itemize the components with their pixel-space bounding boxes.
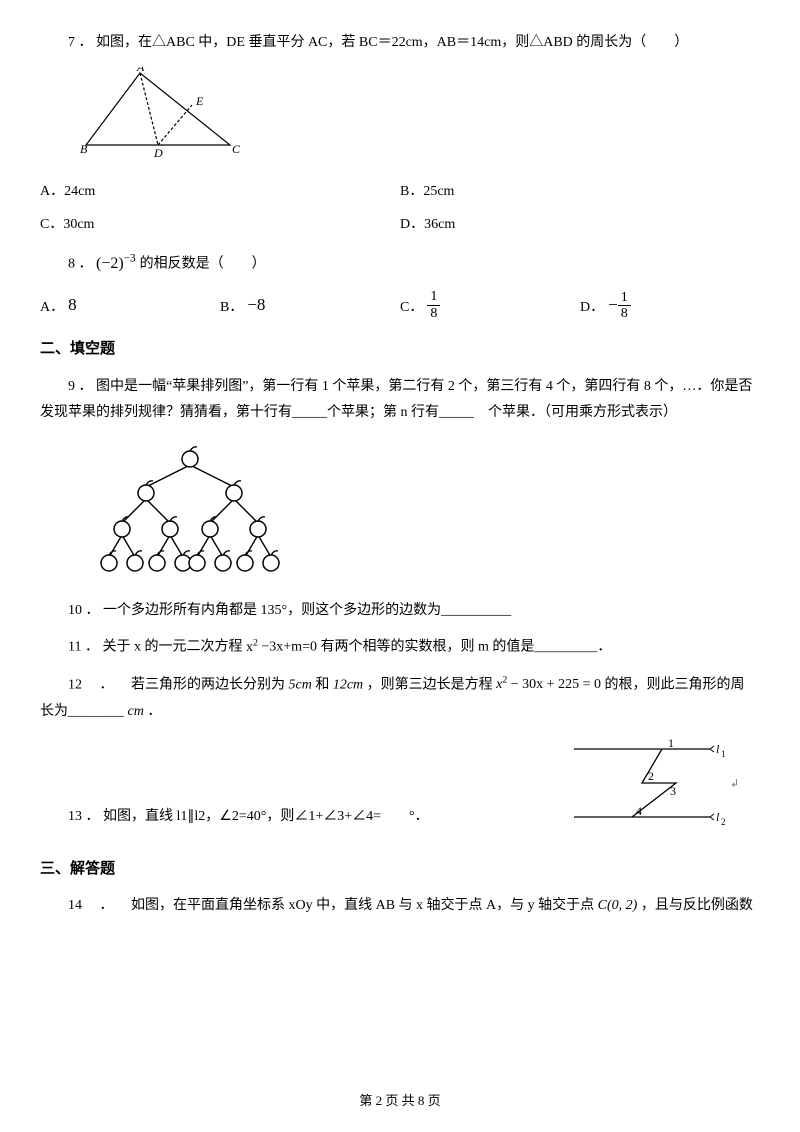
q14-post: ，且与反比例函数 — [641, 898, 753, 913]
svg-text:2: 2 — [648, 769, 654, 783]
q12-len2: 12cm — [333, 677, 363, 692]
q7-opt-b: B．25cm — [400, 179, 760, 206]
section-2-title: 二、填空题 — [40, 335, 760, 364]
q12-mid1: 和 — [315, 677, 329, 692]
q12-l2-pre: 长为________ — [40, 704, 124, 719]
q8-optc-pre: C． — [400, 295, 423, 322]
q8-optb-val: −8 — [247, 289, 265, 321]
q8-opt-b: B． −8 — [220, 289, 400, 321]
svg-text:l: l — [716, 742, 720, 756]
q7-label-c: C — [232, 142, 241, 156]
q8-pre: 8 ． — [68, 257, 93, 272]
q12-l2-post: ． — [147, 704, 161, 719]
q8-expr-exp: −3 — [124, 252, 136, 264]
q8-optc-num: 1 — [427, 289, 440, 305]
q7-label-e: E — [195, 94, 204, 108]
q8-optd-num: 1 — [618, 290, 631, 306]
q11-mid: −3x+m=0 有两个相等的实数根，则 m 的值是_________． — [261, 640, 611, 655]
q12-text: 12 ． 若三角形的两边长分别为 5cm 和 12cm ，则第三边长是方程 x2… — [40, 672, 760, 726]
page-footer: 第 2 页 共 8 页 — [0, 1089, 800, 1114]
q14-coord: C(0, 2) — [598, 898, 638, 913]
q11-base: x — [246, 640, 253, 655]
q7-text: 7 ． 如图，在△ABC 中，DE 垂直平分 AC，若 BC＝22cm，AB＝1… — [40, 30, 760, 57]
q7-options-row2: C．30cm D．36cm — [40, 212, 760, 239]
q7-opt-d: D．36cm — [400, 212, 760, 239]
q8-opta-pre: A． — [40, 295, 64, 322]
svg-text:3: 3 — [670, 784, 676, 798]
q7-label-a: A — [136, 67, 145, 74]
svg-text:1: 1 — [721, 749, 726, 759]
q10-text: 10 ． 一个多边形所有内角都是 135°，则这个多边形的边数为________… — [40, 598, 760, 625]
q8-optd-neg: − — [608, 289, 618, 321]
svg-text:l: l — [716, 810, 720, 824]
q8-optb-pre: B． — [220, 295, 243, 322]
q8-expr: (−2)−3 — [96, 255, 140, 272]
q8-options: A． 8 B． −8 C． 1 8 D． − 1 8 — [40, 289, 760, 321]
q8-expr-base: (−2) — [96, 255, 124, 272]
q11-pre: 11 ． 关于 x 的一元二次方程 — [68, 640, 242, 655]
q8-post: 的相反数是（ ） — [140, 257, 266, 272]
q7-options-row1: A．24cm B．25cm — [40, 179, 760, 206]
q9-text: 9 ． 图中是一幅“苹果排列图”，第一行有 1 个苹果，第二行有 2 个，第三行… — [40, 374, 760, 427]
q13-row: 13 ． 如图，直线 l1∥l2，∠2=40°，则∠1+∠3+∠4= °． 1 … — [40, 735, 760, 841]
q9-figure — [80, 437, 760, 588]
q12-unit: cm — [128, 704, 144, 719]
q7-figure: A B C D E — [80, 67, 760, 170]
q8-optc-den: 8 — [427, 306, 440, 321]
svg-text:2: 2 — [721, 817, 726, 827]
q8-optd-pre: D． — [580, 295, 604, 322]
q12-mid2: ，则第三边长是方程 — [367, 677, 493, 692]
section-3-title: 三、解答题 — [40, 855, 760, 884]
q14-text: 14 ． 如图，在平面直角坐标系 xOy 中，直线 AB 与 x 轴交于点 A，… — [40, 893, 760, 920]
q7-opt-a: A．24cm — [40, 179, 400, 206]
q8-opt-d: D． − 1 8 — [580, 289, 760, 321]
q8-optd-den: 8 — [618, 306, 631, 321]
q7-label-b: B — [80, 142, 88, 156]
q8-opt-c: C． 1 8 — [400, 289, 580, 321]
q12-eq-rest: − 30x + 225 = 0 — [507, 677, 601, 692]
q7-label-d: D — [153, 146, 163, 159]
q12-l1-post: 的根，则此三角形的周 — [604, 677, 744, 692]
q13-text: 13 ． 如图，直线 l1∥l2，∠2=40°，则∠1+∠3+∠4= °． — [40, 804, 570, 831]
svg-text:↲: ↲ — [730, 778, 738, 790]
svg-text:1: 1 — [668, 736, 674, 750]
q14-pre: 14 ． 如图，在平面直角坐标系 xOy 中，直线 AB 与 x 轴交于点 A，… — [68, 898, 594, 913]
svg-text:4: 4 — [636, 804, 642, 818]
q7-opt-c: C．30cm — [40, 212, 400, 239]
q12-l1-pre: 12 ． 若三角形的两边长分别为 — [68, 677, 285, 692]
q8-text: 8 ． (−2)−3 的相反数是（ ） — [40, 248, 760, 279]
q13-figure: 1 2 3 4 l1 l2 ↲ — [570, 735, 740, 841]
q12-len1: 5cm — [289, 677, 312, 692]
q8-opt-a: A． 8 — [40, 289, 220, 321]
q11-text: 11 ． 关于 x 的一元二次方程 x2 −3x+m=0 有两个相等的实数根，则… — [40, 634, 760, 661]
q8-opta-val: 8 — [68, 289, 77, 321]
q11-exp: 2 — [253, 637, 258, 648]
